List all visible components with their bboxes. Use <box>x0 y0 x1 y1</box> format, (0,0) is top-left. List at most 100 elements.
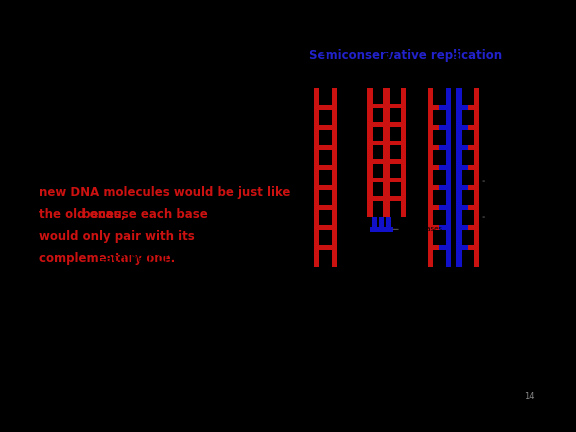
Text: each half of the original molecule. The: each half of the original molecule. The <box>39 164 267 177</box>
Bar <box>433 165 439 170</box>
Bar <box>385 88 391 217</box>
Bar <box>468 205 474 210</box>
Bar <box>384 227 393 232</box>
Bar <box>439 185 445 190</box>
Bar <box>319 185 325 190</box>
Bar <box>428 88 433 267</box>
Bar <box>395 196 401 201</box>
Bar <box>433 225 439 230</box>
Bar <box>319 205 325 210</box>
Bar <box>325 185 332 190</box>
Text: would only pair with its: would only pair with its <box>39 230 195 243</box>
Bar <box>401 88 407 217</box>
Bar <box>379 141 385 145</box>
Bar <box>372 217 377 227</box>
Text: new DNA molecules would be just like: new DNA molecules would be just like <box>39 186 290 199</box>
Bar <box>456 88 461 267</box>
Bar <box>461 105 468 110</box>
Bar <box>319 145 325 150</box>
Bar <box>389 141 395 145</box>
Bar <box>461 125 468 130</box>
Text: 3: 3 <box>451 52 460 65</box>
Bar <box>377 227 386 232</box>
Text: Semiconservative replication: Semiconservative replication <box>309 48 502 61</box>
Text: New: New <box>483 213 507 222</box>
Bar <box>389 104 395 108</box>
Text: form complementary strands along: form complementary strands along <box>39 142 248 155</box>
Bar <box>389 159 395 164</box>
Bar <box>439 225 445 230</box>
Text: New Bases: New Bases <box>393 226 442 232</box>
Bar <box>461 165 468 170</box>
Bar <box>433 125 439 130</box>
Text: one.: one. <box>39 318 65 331</box>
Bar <box>468 185 474 190</box>
Bar <box>433 145 439 150</box>
Bar <box>319 125 325 130</box>
Bar <box>373 196 379 201</box>
Text: because each base: because each base <box>78 208 208 221</box>
Bar <box>461 145 468 150</box>
Bar <box>433 245 439 250</box>
Bar <box>373 141 379 145</box>
Text: double helix, exactly like the original: double helix, exactly like the original <box>39 296 257 309</box>
Text: Each pair of: Each pair of <box>94 252 168 265</box>
Text: New nucleotides could then line up: New nucleotides could then line up <box>39 75 247 88</box>
Text: complementary one.: complementary one. <box>39 252 175 265</box>
Bar <box>319 165 325 170</box>
Bar <box>433 205 439 210</box>
Bar <box>439 245 445 250</box>
Bar <box>439 105 445 110</box>
Bar <box>325 205 332 210</box>
Text: strands could then wind up again into a: strands could then wind up again into a <box>39 274 274 287</box>
Bar <box>439 125 445 130</box>
Bar <box>379 217 384 227</box>
Bar <box>325 125 332 130</box>
Bar <box>468 145 474 150</box>
Bar <box>332 88 337 267</box>
Text: 1: 1 <box>321 52 329 65</box>
Text: 2: 2 <box>383 52 392 65</box>
Bar <box>325 245 332 250</box>
Text: 14: 14 <box>524 392 535 401</box>
Bar <box>389 122 395 127</box>
Bar <box>433 185 439 190</box>
Text: Old: Old <box>483 177 503 186</box>
Bar <box>379 178 385 182</box>
Bar <box>383 88 389 217</box>
Bar <box>325 105 332 110</box>
Bar <box>379 196 385 201</box>
Bar <box>461 225 468 230</box>
Bar <box>379 159 385 164</box>
Bar <box>314 88 319 267</box>
Bar <box>319 105 325 110</box>
Bar <box>325 225 332 230</box>
Bar <box>373 178 379 182</box>
Bar <box>319 245 325 250</box>
Bar <box>468 245 474 250</box>
Bar <box>370 227 379 232</box>
Bar <box>325 145 332 150</box>
Bar <box>367 88 373 217</box>
Bar <box>389 196 395 201</box>
Bar <box>395 159 401 164</box>
Bar <box>461 205 468 210</box>
Bar <box>439 205 445 210</box>
Bar <box>379 122 385 127</box>
Bar <box>468 125 474 130</box>
Bar <box>395 122 401 127</box>
Bar <box>445 88 451 267</box>
Bar <box>461 185 468 190</box>
Text: Semi-conservative replication: Semi-conservative replication <box>99 48 477 72</box>
Bar <box>468 165 474 170</box>
Bar <box>373 104 379 108</box>
Bar <box>386 217 391 227</box>
Bar <box>373 122 379 127</box>
Bar <box>474 88 479 267</box>
Bar <box>468 225 474 230</box>
Text: the old ones,: the old ones, <box>39 208 126 221</box>
Bar <box>373 159 379 164</box>
Bar <box>468 105 474 110</box>
Bar <box>433 105 439 110</box>
Bar <box>395 178 401 182</box>
